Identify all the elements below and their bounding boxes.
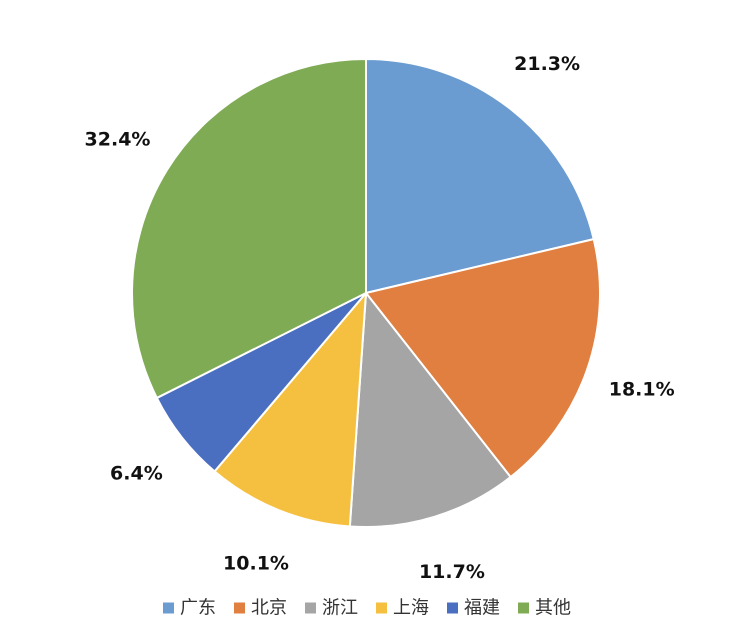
slice-2-wedge — [365, 238, 601, 478]
slice-2-percent-label: 18.1% — [609, 378, 675, 400]
legend-label: 福建 — [464, 598, 500, 619]
slice-6-percent-label: 32.4% — [85, 129, 151, 151]
slice-4-percent-label: 10.1% — [223, 553, 289, 575]
slice-4-wedge — [213, 292, 367, 528]
legend-item-4: 上海 — [376, 598, 429, 619]
slice-labels: 21.3% 18.1% 11.7% 10.1% 6.4% 32.4% — [85, 53, 675, 583]
legend-swatch — [518, 602, 529, 614]
legend-label: 其他 — [535, 598, 571, 619]
slice-1-wedge — [365, 58, 595, 294]
legend-label: 北京 — [251, 598, 287, 619]
legend-label: 上海 — [393, 598, 429, 619]
slice-6-wedge — [131, 58, 367, 399]
legend: 广东 北京 浙江 上海 福建 其他 — [163, 598, 571, 619]
legend-item-6: 其他 — [518, 598, 571, 619]
legend-item-1: 广东 — [163, 598, 216, 619]
legend-label: 浙江 — [322, 598, 358, 619]
legend-swatch — [163, 602, 174, 614]
legend-swatch — [376, 602, 387, 614]
slice-3-wedge — [348, 292, 512, 528]
legend-swatch — [305, 602, 316, 614]
legend-swatch — [447, 602, 458, 614]
legend-item-2: 北京 — [234, 598, 287, 619]
legend-item-5: 福建 — [447, 598, 500, 619]
legend-swatch — [234, 602, 245, 614]
pie-slices — [131, 58, 601, 528]
legend-label: 广东 — [180, 598, 216, 619]
slice-5-percent-label: 6.4% — [110, 462, 163, 484]
legend-item-3: 浙江 — [305, 598, 358, 619]
slice-3-percent-label: 11.7% — [419, 561, 485, 583]
slice-1-percent-label: 21.3% — [514, 53, 580, 75]
